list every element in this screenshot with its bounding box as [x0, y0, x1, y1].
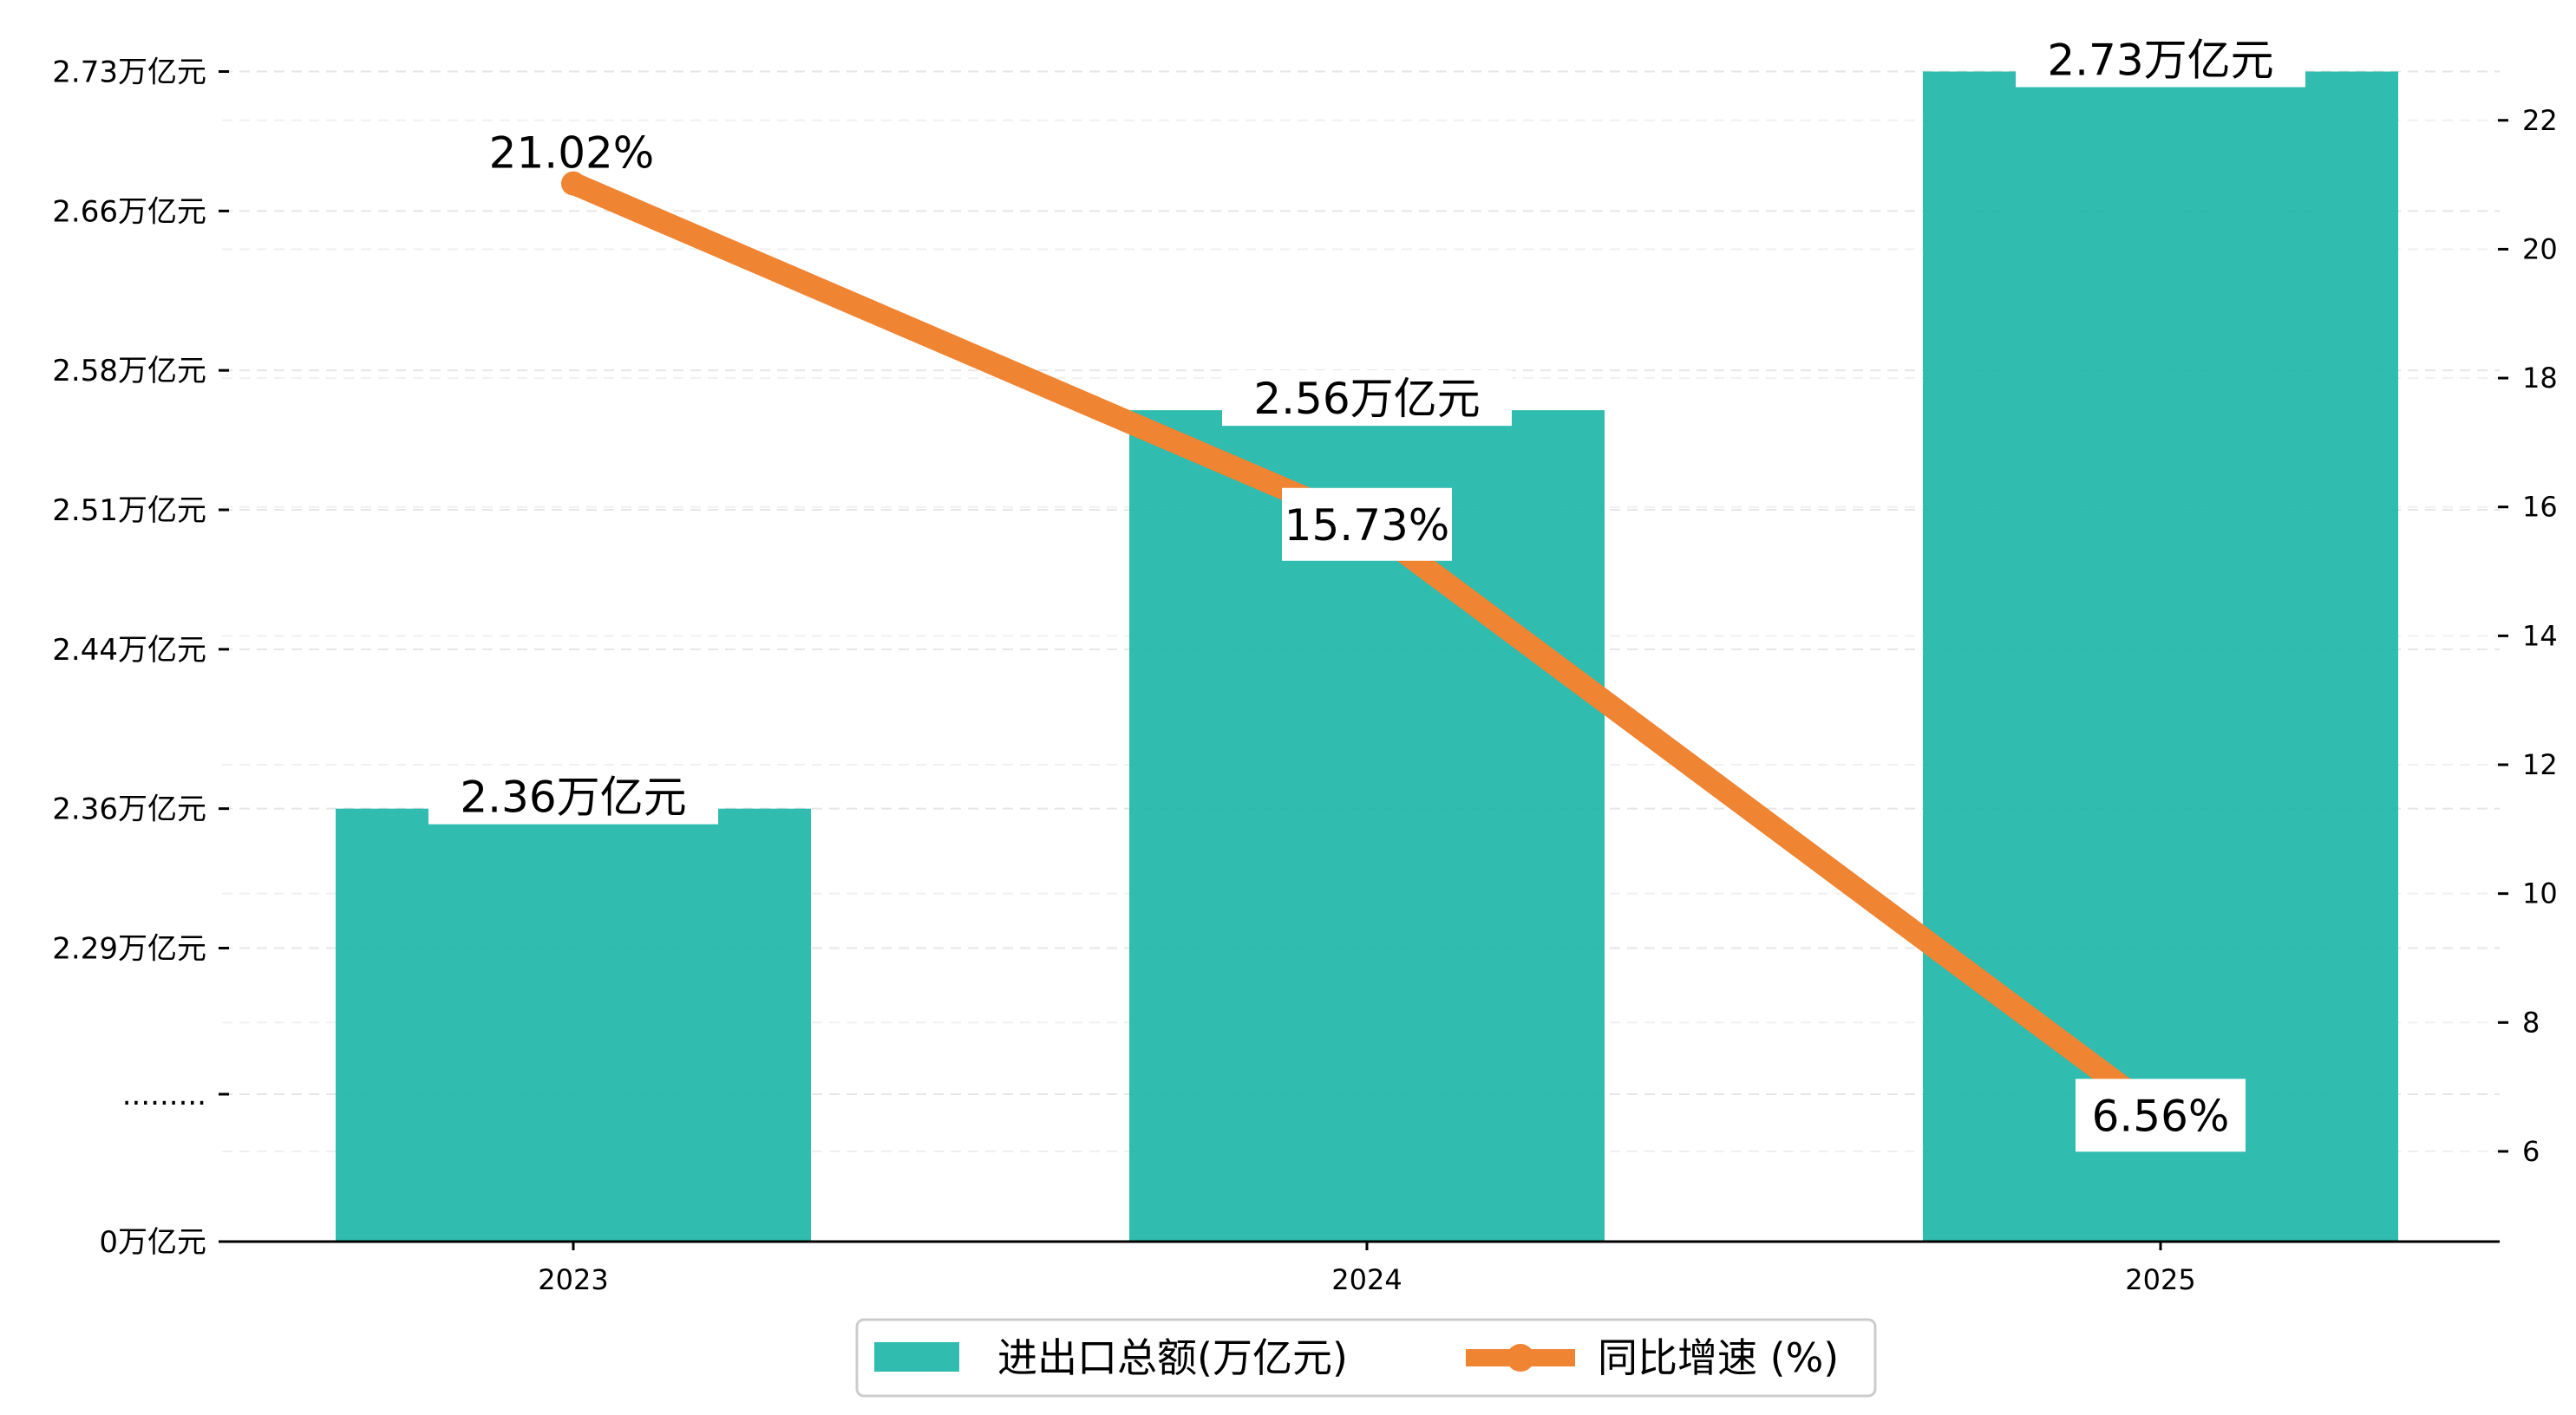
right-tick-label: 6: [2522, 1135, 2540, 1168]
line-value-labels: 21.02% 15.73% 6.56%: [489, 128, 2246, 1152]
right-tick-label: 20: [2522, 232, 2558, 265]
growth-point: [561, 171, 585, 196]
legend-label-line: 同比增速 (%): [1598, 1334, 1839, 1381]
axes: 0万亿元......... 2.29万亿元 2.36万亿元 2.44万亿元 2.51万亿…: [52, 55, 2557, 1297]
x-tick-label: 2024: [1331, 1263, 1402, 1296]
bar-value-label: 2.73万亿元: [2047, 36, 2273, 86]
x-tick-label: 2025: [2125, 1263, 2195, 1296]
bar-value-label: 2.36万亿元: [460, 773, 686, 823]
point-label-bg: [2076, 1079, 2246, 1152]
right-tick-label: 8: [2522, 1006, 2540, 1039]
right-axis-ticks: 6 8 10 12 14 16 18 20 22: [2498, 104, 2558, 1168]
left-tick-label: 2.44万亿元: [52, 633, 206, 668]
bar: [336, 808, 811, 1242]
bar-label-bg: [2016, 31, 2305, 88]
legend-box: [855, 1318, 1877, 1398]
left-tick-label: 0万亿元: [99, 1225, 206, 1260]
right-tick-label: 14: [2522, 619, 2558, 652]
x-tick-label: 2023: [538, 1263, 608, 1296]
legend-line-marker: [1507, 1344, 1534, 1372]
left-tick-label: 2.51万亿元: [52, 493, 206, 528]
x-axis-ticks: 2023 2024 2025: [538, 1242, 2196, 1296]
left-tick-label: 2.36万亿元: [52, 792, 206, 827]
bar-label-bg: [1222, 370, 1512, 427]
bar-label-bg: [428, 768, 718, 825]
left-tick-label: 2.29万亿元: [52, 932, 206, 967]
line-value-label: 21.02%: [489, 128, 655, 179]
line-value-label: 15.73%: [1285, 500, 1450, 551]
left-axis-ticks: 0万亿元......... 2.29万亿元 2.36万亿元 2.44万亿元 2.51万亿…: [52, 55, 229, 1260]
right-tick-label: 10: [2522, 877, 2558, 910]
point-label-bg: [1282, 487, 1452, 561]
right-tick-label: 16: [2522, 491, 2558, 524]
legend-label-bar: 进出口总额(万亿元): [997, 1334, 1348, 1381]
left-tick-label: 2.66万亿元: [52, 194, 206, 229]
line-value-label: 6.56%: [2092, 1091, 2230, 1141]
left-tick-label: 2.58万亿元: [52, 354, 206, 388]
bar-value-label: 2.56万亿元: [1253, 374, 1480, 424]
right-tick-label: 12: [2522, 748, 2558, 781]
right-tick-label: 18: [2522, 362, 2558, 395]
legend: 进出口总额(万亿元) 同比增速 (%): [855, 1318, 1877, 1398]
legend-bar-swatch: [874, 1342, 959, 1372]
bar: [1923, 71, 2398, 1242]
left-tick-label: .........: [122, 1078, 206, 1112]
bar-value-labels: 2.36万亿元 2.56万亿元 2.73万亿元: [428, 31, 2305, 825]
left-tick-label: 2.73万亿元: [52, 55, 206, 90]
right-tick-label: 22: [2522, 104, 2558, 137]
